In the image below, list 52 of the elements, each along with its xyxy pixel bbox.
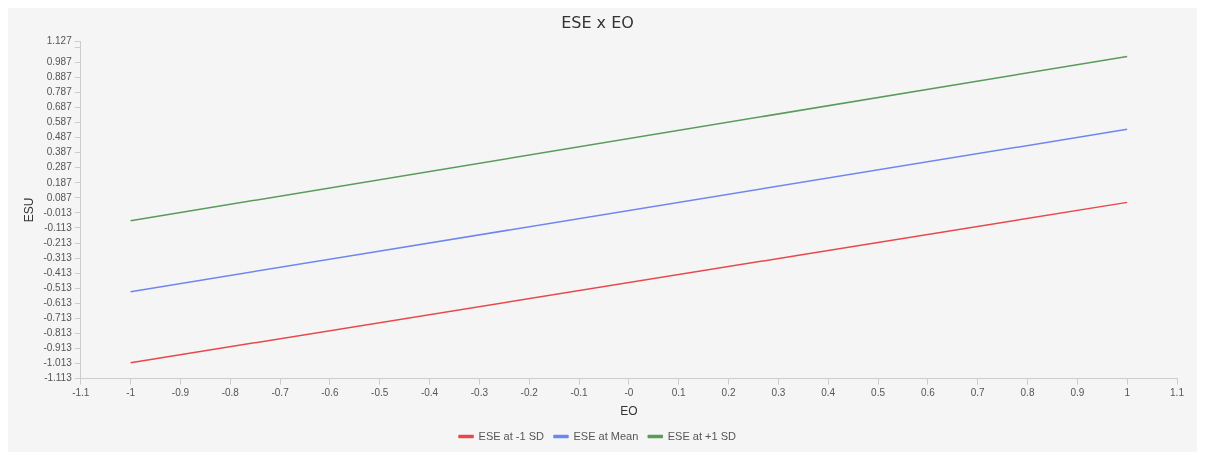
y-tick-label: 0.087 bbox=[46, 191, 73, 203]
y-tick-label: -0.113 bbox=[44, 221, 73, 233]
y-tick-label: 0.387 bbox=[46, 146, 73, 158]
y-tick-label: -1.113 bbox=[44, 372, 73, 384]
legend-label: ESE at +1 SD bbox=[667, 429, 737, 442]
x-tick-label: -0.7 bbox=[271, 387, 290, 399]
legend-label: ESE at Mean bbox=[573, 429, 639, 442]
x-tick-label: 0.7 bbox=[970, 387, 986, 399]
x-tick-label: 0.1 bbox=[671, 387, 687, 399]
x-tick-label: 0.3 bbox=[771, 387, 786, 399]
y-tick-label: -0.613 bbox=[43, 297, 73, 309]
y-tick-label: -0.513 bbox=[43, 281, 73, 293]
x-tick-label: 0.9 bbox=[1070, 387, 1085, 399]
y-tick-label: 0.487 bbox=[46, 131, 73, 143]
y-tick-label: -0.313 bbox=[43, 251, 73, 263]
x-tick-label: 0.8 bbox=[1020, 387, 1035, 399]
y-tick-label: -0.413 bbox=[43, 266, 73, 278]
y-tick-label: 0.987 bbox=[46, 56, 73, 68]
y-tick-label: -0.913 bbox=[43, 342, 73, 354]
x-tick-label: -0.5 bbox=[371, 387, 389, 399]
y-tick-label: -0.213 bbox=[43, 236, 73, 248]
x-tick-label: 1 bbox=[1124, 387, 1131, 399]
y-tick-label: 0.187 bbox=[46, 176, 73, 188]
y-axis-title: ESU bbox=[21, 197, 36, 223]
chart-title: ESE x EO bbox=[561, 12, 634, 32]
y-tick-label: 0.587 bbox=[46, 116, 73, 128]
x-tick-label: -0.8 bbox=[221, 387, 240, 399]
x-tick-label: 0.6 bbox=[920, 387, 936, 399]
x-tick-label: 1.1 bbox=[1170, 387, 1185, 399]
y-tick-label: -0.813 bbox=[43, 327, 73, 339]
x-axis-title: EO bbox=[620, 404, 638, 419]
x-tick-label: -1.1 bbox=[72, 387, 90, 399]
x-tick-label: -0.4 bbox=[420, 387, 439, 399]
x-tick-label: -0.9 bbox=[171, 387, 190, 399]
legend-label: ESE at -1 SD bbox=[478, 429, 545, 442]
x-tick-label: -0.3 bbox=[470, 387, 489, 399]
y-tick-label: -0.713 bbox=[43, 312, 73, 324]
y-tick-label: -0.013 bbox=[43, 206, 73, 218]
x-tick-label: -0.6 bbox=[321, 387, 339, 399]
x-tick-label: 0.2 bbox=[721, 387, 736, 399]
y-tick-label: 1.127 bbox=[46, 34, 73, 46]
y-tick-label: 0.887 bbox=[46, 71, 73, 83]
x-tick-label: 0.5 bbox=[871, 387, 886, 399]
y-tick-label: 0.287 bbox=[46, 161, 73, 173]
x-tick-label: -0.2 bbox=[520, 387, 539, 399]
y-tick-label: -1.013 bbox=[43, 357, 73, 369]
x-tick-label: -1 bbox=[126, 387, 136, 399]
x-tick-label: 0.4 bbox=[821, 387, 836, 399]
y-tick-label: 0.787 bbox=[46, 86, 73, 98]
x-tick-label: -0 bbox=[624, 387, 634, 399]
x-tick-label: -0.1 bbox=[570, 387, 589, 399]
y-tick-label: 0.687 bbox=[46, 101, 73, 113]
